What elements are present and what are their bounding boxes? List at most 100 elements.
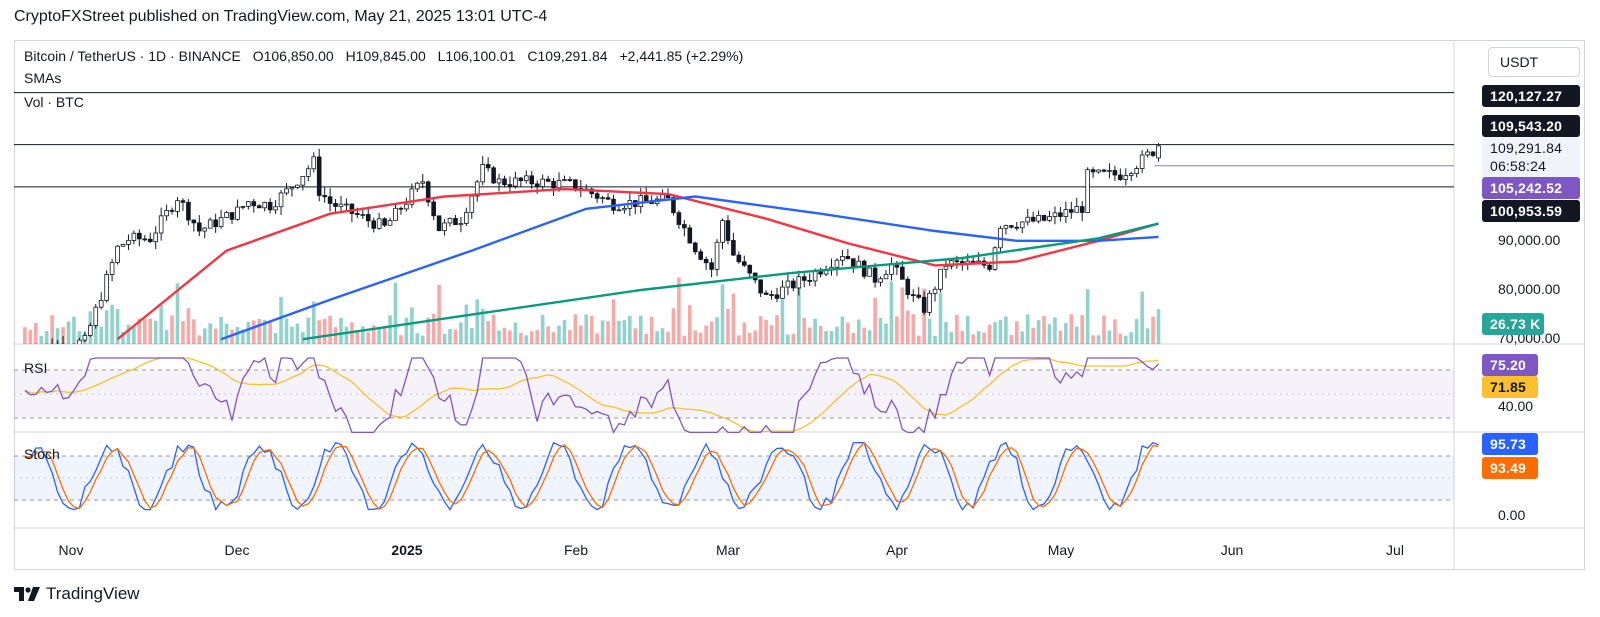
candle-body [1096, 169, 1101, 173]
candle-body [878, 278, 883, 283]
volume-bar [143, 319, 147, 344]
volume-bar [453, 329, 458, 344]
candle-body [742, 261, 747, 266]
candle-body [67, 349, 71, 351]
volume-bar [50, 315, 54, 344]
candle-body [883, 273, 889, 280]
candle-body [1041, 214, 1047, 221]
candle-body [1107, 170, 1112, 172]
candle-body [327, 196, 333, 204]
candle-body [518, 177, 524, 182]
volume-bar [322, 318, 327, 344]
volume-bar [1015, 321, 1019, 344]
candle-body [23, 349, 27, 350]
candle-countdown: 06:58:24 [1482, 155, 1580, 177]
volume-bar [1020, 331, 1025, 344]
candle-body [137, 232, 142, 240]
candle-body [987, 264, 992, 270]
candle-body [458, 223, 464, 226]
volume-bar [693, 330, 698, 344]
volume-bar [889, 281, 894, 344]
volume-bar [208, 323, 212, 344]
volume-bar [600, 320, 605, 344]
volume-bar [121, 331, 125, 344]
volume-bar [66, 321, 71, 344]
candle-body [845, 256, 851, 260]
volume-bar [268, 320, 272, 344]
volume-bar [99, 326, 103, 344]
candle-body [660, 194, 665, 200]
volume-bar [557, 325, 561, 344]
sma-line-2 [302, 222, 1159, 341]
volume-bar [1113, 319, 1117, 344]
volume-bar [628, 315, 632, 344]
volume-bar [922, 288, 926, 344]
volume-bar [846, 322, 850, 344]
axis-label-stoch-0: 0.00 [1498, 507, 1526, 523]
candle-body [556, 180, 562, 189]
volume-bar [262, 319, 267, 344]
volume-bar [186, 308, 191, 344]
symbol-name[interactable]: Bitcoin / TetherUS · 1D · BINANCE [24, 48, 241, 64]
candle-body [943, 265, 949, 270]
candle-body [34, 352, 38, 353]
volume-bar [644, 333, 648, 344]
volume-bar [715, 317, 719, 344]
month-label-jul: Jul [1386, 542, 1404, 558]
volume-bar [426, 317, 430, 344]
volume-bar [737, 335, 741, 344]
volume-bar [660, 328, 665, 344]
candle-body [387, 220, 393, 226]
volume-bar [508, 330, 512, 344]
rsi-ma-tag: 71.85 [1482, 376, 1538, 398]
candle-body [1112, 170, 1118, 176]
volume-bar [39, 335, 44, 344]
candle-body [671, 197, 676, 214]
candle-body [273, 206, 278, 211]
candle-body [338, 203, 344, 207]
volume-bar [93, 315, 98, 344]
volume-bar [104, 310, 109, 344]
volume-bar [529, 331, 534, 344]
sma-indicator-label[interactable]: SMAs [24, 70, 62, 86]
candle-body [393, 207, 398, 221]
month-label-nov: Nov [58, 542, 84, 558]
candle-body [1145, 151, 1150, 156]
candle-body [1150, 151, 1156, 156]
candle-body [382, 218, 387, 226]
candle-body [240, 206, 246, 208]
volume-bar [562, 320, 567, 344]
volume-bar [878, 317, 883, 344]
volume-bar [470, 327, 474, 344]
volume-bar [726, 308, 730, 344]
volume-bar [933, 335, 937, 344]
candle-body [480, 164, 485, 183]
currency-unit-button[interactable]: USDT [1488, 47, 1580, 77]
volume-bar [77, 331, 82, 344]
volume-bar [328, 315, 332, 344]
chart-frame[interactable] [14, 40, 1585, 570]
rsi-indicator-label[interactable]: RSI [24, 360, 48, 376]
tradingview-brand-text: TradingView [46, 584, 140, 603]
candle-body [780, 286, 785, 299]
axis-label-rsi-40: 40.00 [1498, 398, 1534, 414]
volume-bar [519, 332, 523, 344]
candle-body [169, 209, 175, 212]
current-price-tag: 109,291.84 [1482, 137, 1580, 159]
candle-body [856, 260, 862, 267]
volume-bar [273, 333, 278, 344]
candle-body [464, 211, 469, 224]
candle-body [414, 182, 420, 190]
candle-body [910, 294, 916, 297]
volume-bar [137, 318, 142, 344]
volume-bar [404, 317, 409, 344]
stoch-indicator-label[interactable]: Stoch [24, 446, 60, 462]
candle-body [360, 214, 366, 216]
tradingview-footer[interactable]: TradingView [14, 584, 140, 604]
volume-indicator-label[interactable]: Vol · BTC [24, 94, 84, 110]
candle-body [425, 181, 431, 203]
candle-body [311, 156, 317, 170]
candle-body [1156, 145, 1161, 159]
candle-body [218, 217, 224, 228]
